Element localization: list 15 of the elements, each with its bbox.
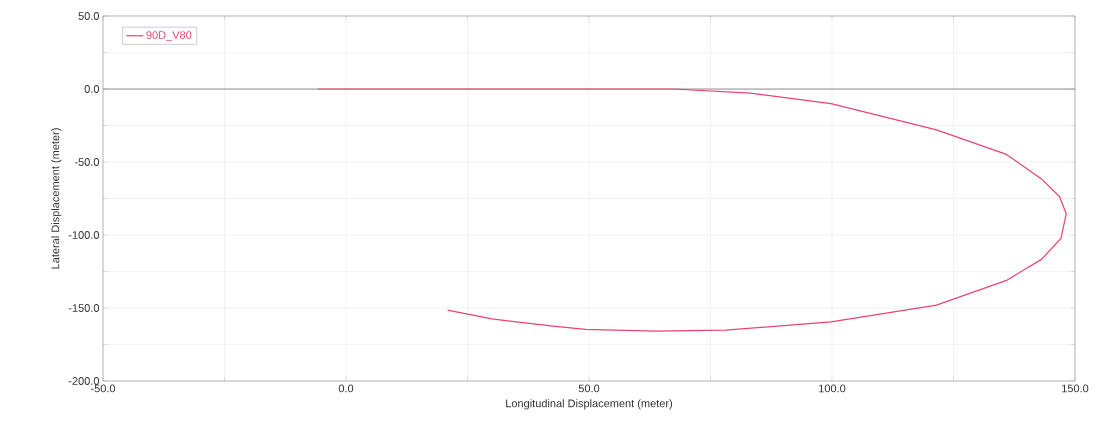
- y-tick-label: -200.0: [68, 377, 100, 385]
- y-tick-label: 50.0: [78, 12, 100, 20]
- x-tick-label: 100.0: [819, 384, 846, 393]
- y-tick-label: 0.0: [84, 85, 100, 93]
- x-tick-label: 0.0: [338, 384, 354, 393]
- y-tick-label: -50.0: [74, 158, 100, 166]
- x-tick-label: -50.0: [90, 384, 116, 393]
- y-tick-label: -150.0: [68, 304, 100, 312]
- x-axis-title: Longitudinal Displacement (meter): [506, 399, 673, 410]
- x-tick-label: 50.0: [578, 384, 600, 393]
- x-tick-label: 150.0: [1062, 384, 1089, 393]
- y-axis-title: Lateral Displacement (meter): [51, 128, 62, 269]
- legend-label: 90D_V80: [146, 31, 192, 41]
- line-series: [317, 88, 1067, 332]
- y-tick-label: -100.0: [68, 231, 100, 239]
